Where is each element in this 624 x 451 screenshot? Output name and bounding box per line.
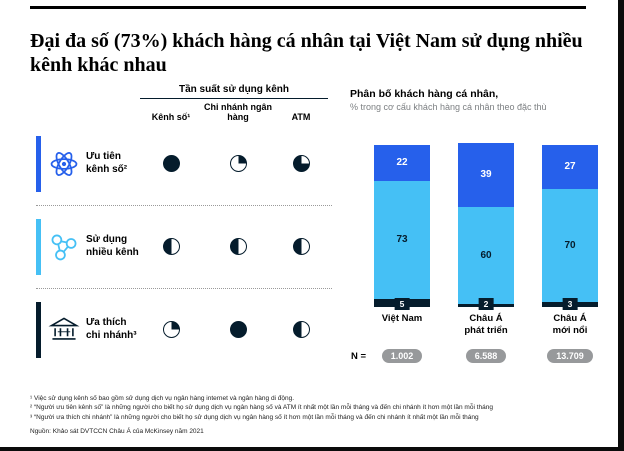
bar-chart: 22 73 5 Việt Nam 39 60 2 Châu Á phát triển 2… [360,143,618,341]
table-row-branch-preferring: Ưa thích chi nhánh³ [36,289,332,371]
bar-column-developed-asia: 39 60 2 Châu Á phát triển [444,143,528,341]
bar-segment: 60 [458,206,514,304]
bar-value-label: 3 [562,297,578,310]
n-equals-label: N = [351,351,367,362]
bar-category-label: Châu Á phát triển [464,313,508,337]
frequency-table-header: Tần suất sử dụng kênh Kênh số¹ Chi nhánh… [140,84,328,123]
column-header-atm: ATM [291,112,311,123]
frequency-table: Tần suất sử dụng kênh Kênh số¹ Chi nhánh… [36,84,332,371]
footnote-3: ³ “Người ưa thích chi nhánh” là những ng… [30,413,479,421]
page-title: Đại đa số (73%) khách hàng cá nhân tại V… [30,30,583,76]
bar-category-label: Châu Á mới nổi [552,313,588,337]
bar-area: 27 70 3 [542,145,598,310]
row-label: Ưa thích chi nhánh³ [86,317,137,341]
column-header-digital: Kênh số¹ [151,112,191,123]
row-label-cell: Ưa thích chi nhánh³ [36,301,140,358]
row-accent-bar [36,218,41,275]
column-header-branch: Chi nhánh ngân hàng [204,102,272,123]
table-row-digital-first: Ưu tiên kênh số² [36,123,332,206]
footnote-2: ² “Người ưu tiên kênh số” là những người… [30,404,493,412]
harvey-ball [292,238,310,256]
distribution-chart: Phân bố khách hàng cá nhân, % trong cơ c… [350,88,618,363]
harvey-ball [229,321,247,339]
bar-segment: 22 [374,145,430,181]
bank-icon [48,314,80,346]
harvey-ball [162,321,180,339]
bar-category-label: Việt Nam [381,313,423,324]
footnote-1: ¹ Việc sử dụng kênh số bao gồm sử dụng d… [30,395,295,402]
harvey-ball [292,155,310,173]
stacked-bar: 39 60 2 [458,143,514,310]
bar-segment: 70 [542,188,598,303]
row-accent-bar [36,301,41,358]
atom-icon [48,148,80,180]
row-accent-bar [36,135,41,192]
n-value-badge: 6.588 [465,349,507,363]
harvey-ball [229,238,247,256]
stacked-bar: 27 70 3 [542,145,598,310]
stacked-bar: 22 73 5 [374,145,430,310]
frequency-table-columns: Kênh số¹ Chi nhánh ngân hàng ATM [140,99,328,123]
chart-title: Phân bố khách hàng cá nhân, [350,88,499,100]
bar-area: 22 73 5 [374,145,430,310]
bar-value-label: 2 [478,297,494,310]
row-label: Sử dụng nhiều kênh [86,234,139,258]
bar-column-vietnam: 22 73 5 Việt Nam [360,145,444,341]
table-row-multichannel: Sử dụng nhiều kênh [36,206,332,289]
bar-segment: 73 [374,180,430,299]
chart-subtitle: % trong cơ cấu khách hàng cá nhân theo đ… [350,102,547,112]
bar-column-emerging-asia: 27 70 3 Châu Á mới nổi [528,145,612,341]
frequency-table-title: Tần suất sử dụng kênh [140,84,328,99]
harvey-ball [162,155,180,173]
source-line: Nguồn: Khảo sát DVTCCN Châu Á của McKins… [30,428,204,436]
row-label: Ưu tiên kênh số² [86,151,128,175]
bar-value-label: 5 [394,297,410,310]
bar-area: 39 60 2 [458,143,514,310]
row-label-cell: Sử dụng nhiều kênh [36,218,140,275]
top-divider-rule [30,6,586,9]
harvey-ball [162,238,180,256]
n-value-badge: 1.002 [381,349,423,363]
bar-segment: 39 [458,143,514,207]
row-label-cell: Ưu tiên kênh số² [36,135,140,192]
harvey-ball [229,155,247,173]
bar-segment: 27 [542,145,598,189]
footnotes: ¹ Việc sử dụng kênh số bao gồm sử dụng d… [30,394,596,437]
sample-size-row: N = 1.002 6.588 13.709 [351,349,618,363]
harvey-ball [292,321,310,339]
molecule-icon [48,231,80,263]
n-value-badge: 13.709 [547,349,593,363]
